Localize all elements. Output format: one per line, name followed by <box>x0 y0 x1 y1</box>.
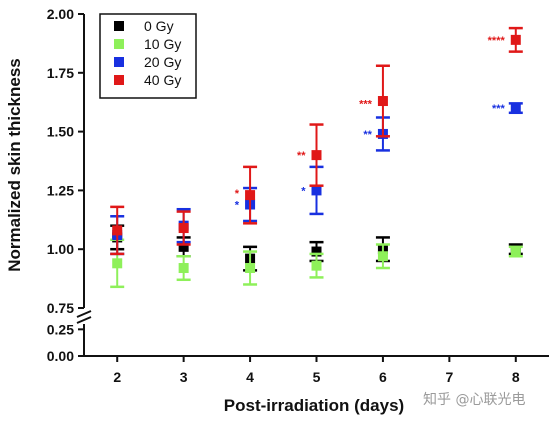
data-point <box>178 223 189 234</box>
y-tick-label: 1.50 <box>47 124 74 140</box>
significance-marker: ** <box>297 150 306 162</box>
axis-break-mark <box>76 310 92 318</box>
significance-marker: ** <box>363 129 372 141</box>
data-point <box>311 185 322 196</box>
data-point <box>178 241 189 252</box>
data-point <box>510 246 521 257</box>
x-tick-label: 4 <box>246 369 254 385</box>
x-tick-label: 2 <box>113 369 121 385</box>
series-layer <box>110 26 523 289</box>
legend-swatch <box>114 21 124 31</box>
significance-marker: * <box>301 185 306 197</box>
data-point <box>245 263 256 274</box>
legend-swatch <box>114 39 124 49</box>
data-point <box>178 263 189 274</box>
x-tick-label: 6 <box>379 369 387 385</box>
significance-marker: * <box>235 200 240 212</box>
data-point <box>311 150 322 161</box>
legend: 0 Gy 10 Gy 20 Gy 40 Gy <box>99 13 197 99</box>
x-axis-title: Post-irradiation (days) <box>224 396 404 415</box>
watermark: 知乎 @心联光电 <box>423 391 525 408</box>
x-tick-label: 8 <box>512 369 520 385</box>
y-axis-title: Normalized skin thickness <box>5 58 24 272</box>
data-point <box>377 96 388 107</box>
data-point <box>112 258 123 269</box>
data-point <box>510 103 521 114</box>
series-10-gy <box>110 238 523 289</box>
legend-label: 10 Gy <box>144 36 181 52</box>
x-tick-label: 7 <box>445 369 453 385</box>
watermark-text: 知乎 @心联光电 <box>423 391 525 408</box>
legend-label: 40 Gy <box>144 72 181 88</box>
y-tick-label: 0.75 <box>47 300 74 316</box>
y-tick-label: 1.00 <box>47 241 74 257</box>
x-tick-label: 3 <box>180 369 188 385</box>
legend-swatch <box>114 75 124 85</box>
data-point <box>377 251 388 262</box>
significance-marker: * <box>235 188 240 200</box>
significance-marker: *** <box>359 98 373 110</box>
legend-label: 0 Gy <box>144 18 174 34</box>
significance-marker: *** <box>492 103 506 115</box>
axis-break-mark <box>76 316 92 324</box>
x-tick-label: 5 <box>313 369 321 385</box>
y-tick-label: 0.00 <box>47 348 74 364</box>
legend-label: 20 Gy <box>144 54 181 70</box>
significance-marker: **** <box>488 35 506 47</box>
annotations: ***************** <box>235 35 506 212</box>
y-tick-label: 0.25 <box>47 321 74 337</box>
data-point <box>311 260 322 271</box>
legend-swatch <box>114 57 124 67</box>
series-40-gy <box>110 26 523 256</box>
data-point <box>510 34 521 45</box>
axes <box>76 14 549 357</box>
data-point <box>311 246 322 257</box>
data-point <box>112 225 123 236</box>
y-tick-label: 2.00 <box>47 6 74 22</box>
y-tick-label: 1.75 <box>47 65 74 81</box>
y-tick-label: 1.25 <box>47 182 74 198</box>
data-point <box>245 190 256 201</box>
